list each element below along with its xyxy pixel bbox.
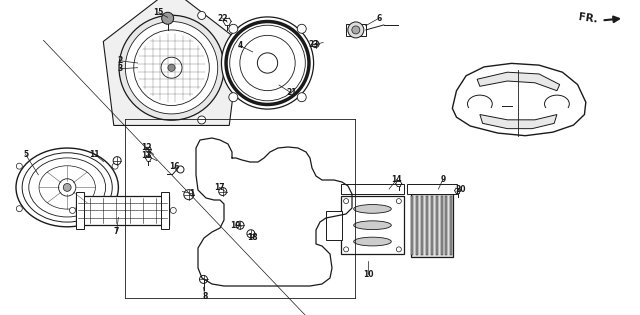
Circle shape <box>113 157 121 165</box>
Bar <box>77 192 84 229</box>
Text: 11: 11 <box>90 150 100 159</box>
Text: 20: 20 <box>456 185 466 193</box>
Circle shape <box>344 247 349 252</box>
Polygon shape <box>477 72 560 91</box>
Bar <box>161 192 169 229</box>
Polygon shape <box>452 63 586 136</box>
FancyBboxPatch shape <box>326 211 342 240</box>
Circle shape <box>16 163 22 169</box>
Circle shape <box>221 17 314 109</box>
Bar <box>412 194 453 257</box>
Text: 12: 12 <box>141 143 151 152</box>
Text: 19: 19 <box>230 221 241 230</box>
Text: 17: 17 <box>214 183 225 192</box>
Circle shape <box>396 198 401 203</box>
Circle shape <box>112 206 118 212</box>
Circle shape <box>184 190 194 200</box>
Polygon shape <box>103 0 240 125</box>
Circle shape <box>198 11 205 20</box>
Text: 16: 16 <box>169 163 179 171</box>
Circle shape <box>352 26 360 34</box>
Circle shape <box>396 247 401 252</box>
Circle shape <box>257 53 278 73</box>
Text: 15: 15 <box>154 8 164 17</box>
Circle shape <box>119 15 224 120</box>
Circle shape <box>297 24 306 33</box>
Circle shape <box>70 207 76 214</box>
Circle shape <box>219 187 227 196</box>
Circle shape <box>312 41 319 48</box>
Text: 2: 2 <box>118 56 123 65</box>
Text: 5: 5 <box>23 150 28 159</box>
Bar <box>346 24 366 36</box>
Circle shape <box>161 57 182 78</box>
Text: 6: 6 <box>376 14 381 23</box>
Text: 13: 13 <box>141 151 151 160</box>
Circle shape <box>177 166 184 173</box>
Circle shape <box>229 93 238 102</box>
Bar <box>407 184 457 194</box>
Circle shape <box>134 30 209 106</box>
Ellipse shape <box>354 204 391 213</box>
Circle shape <box>198 116 205 124</box>
Circle shape <box>112 163 118 169</box>
Text: 22: 22 <box>218 14 228 23</box>
Circle shape <box>200 275 207 284</box>
Text: 18: 18 <box>248 233 258 242</box>
Text: 21: 21 <box>286 89 296 97</box>
Text: FR.: FR. <box>577 12 598 25</box>
Circle shape <box>63 183 71 191</box>
Bar <box>421 196 423 255</box>
Text: 10: 10 <box>363 270 373 278</box>
Bar <box>440 196 442 255</box>
Text: 4: 4 <box>237 41 243 50</box>
Bar <box>431 196 433 255</box>
Circle shape <box>229 24 238 33</box>
Polygon shape <box>480 115 557 129</box>
Text: 14: 14 <box>392 175 402 184</box>
Circle shape <box>236 221 244 229</box>
Circle shape <box>297 93 306 102</box>
Circle shape <box>162 12 173 24</box>
Circle shape <box>170 207 176 214</box>
Circle shape <box>125 21 218 114</box>
FancyBboxPatch shape <box>341 196 404 255</box>
Bar <box>436 196 438 255</box>
Text: 9: 9 <box>440 175 445 184</box>
Text: 1: 1 <box>189 189 195 198</box>
Circle shape <box>240 35 295 91</box>
Circle shape <box>16 206 22 212</box>
Text: 23: 23 <box>308 40 319 49</box>
Circle shape <box>168 64 175 72</box>
Circle shape <box>344 198 349 203</box>
Bar <box>426 196 428 255</box>
Circle shape <box>247 230 255 238</box>
Bar <box>412 196 413 255</box>
Ellipse shape <box>354 221 391 230</box>
Bar <box>77 196 169 225</box>
Bar <box>416 196 418 255</box>
Bar <box>445 196 447 255</box>
Text: 8: 8 <box>202 292 207 301</box>
Bar <box>451 196 452 255</box>
Bar <box>341 184 404 194</box>
Text: 3: 3 <box>118 64 123 73</box>
Circle shape <box>348 22 364 38</box>
Ellipse shape <box>354 237 391 246</box>
Text: 7: 7 <box>114 227 119 236</box>
Circle shape <box>58 179 76 196</box>
